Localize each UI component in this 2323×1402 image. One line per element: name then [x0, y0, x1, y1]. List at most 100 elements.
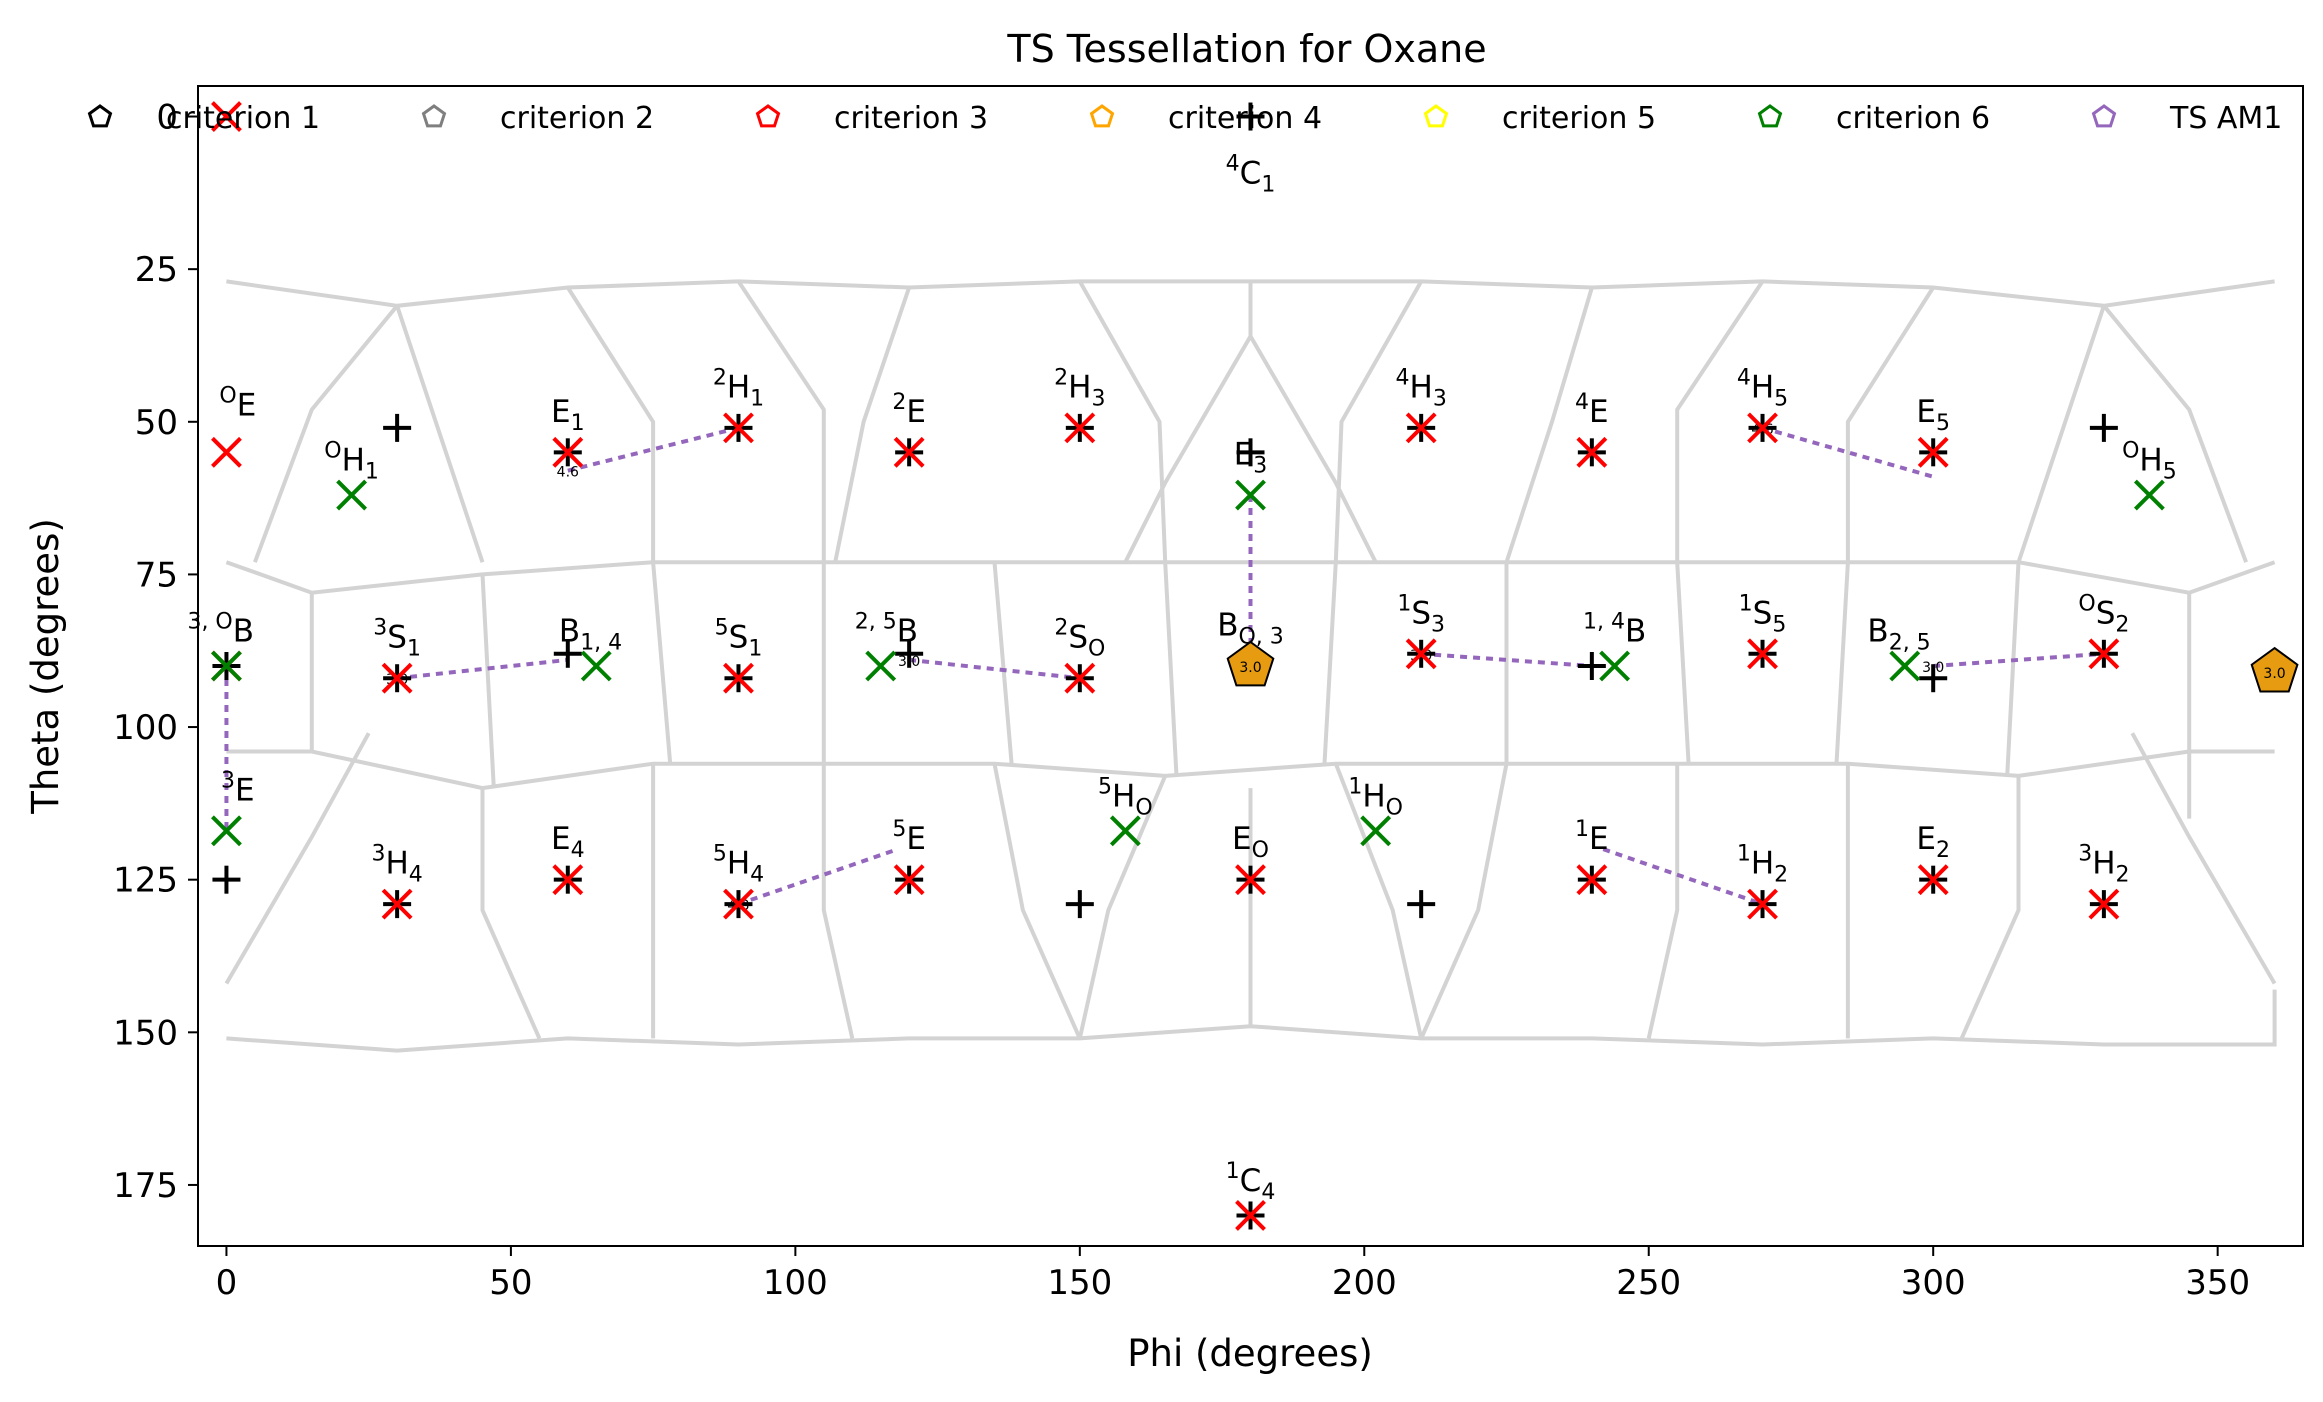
conformer-label-base: H: [1068, 369, 1091, 405]
green-x-marker-b: [211, 815, 242, 847]
conformer-label-sub: 1: [1261, 173, 1275, 198]
conformer-label-base: H: [1362, 778, 1385, 814]
conformer-label-base: B: [897, 614, 918, 650]
red-x-marker-b: [1235, 1200, 1266, 1231]
ts-pentagon-tag: 3.0: [2263, 666, 2285, 682]
red-x-marker-b: [723, 412, 754, 444]
conformer-label: 1H2: [1737, 842, 1788, 888]
tessellation-edge: [253, 304, 399, 563]
green-x-marker: [1599, 650, 1631, 682]
conformer-label-pre: 1: [1397, 591, 1411, 616]
red-x-marker: [1405, 412, 1437, 444]
conformer-label-base: B: [233, 614, 254, 650]
x-tick-label: 200: [1332, 1263, 1397, 1303]
green-x-marker: [1889, 650, 1921, 682]
conformer-label: 4H5: [1737, 365, 1788, 411]
conformer-label-base: E: [237, 388, 257, 424]
y-axis-label: Theta (degrees): [24, 518, 67, 815]
tessellation-edge: [1834, 562, 1850, 764]
green-x-marker-b: [865, 650, 897, 682]
conformer-label-pre: 5: [892, 817, 906, 842]
conformer-label-sub: 2: [1774, 863, 1788, 888]
conformer-label-base: B: [559, 614, 580, 650]
conformer-label-pre: 1: [1739, 591, 1753, 616]
red-x-marker: [1917, 864, 1949, 896]
conformer-label: 5E: [892, 817, 926, 857]
legend-marker: [755, 104, 781, 128]
conformer-label-sub: 1, 4: [580, 631, 622, 656]
green-x-marker-b: [1360, 815, 1392, 847]
conformer-label-pre: 5: [713, 842, 727, 867]
green-x-marker: [580, 650, 612, 682]
conformer-label-sub: 2: [1936, 838, 1950, 863]
y-tick-label: 75: [135, 555, 178, 595]
plus-marker: [1919, 664, 1948, 693]
ts-path-line: [567, 425, 739, 473]
tessellation-edge: [480, 788, 542, 1040]
conformer-label-sub: 2, 5: [1889, 631, 1931, 656]
y-tick-label: 0: [156, 98, 178, 138]
conformer-label-sub: O, 3: [1238, 624, 1283, 649]
ts-path-line: [1761, 425, 1934, 479]
conformer-label: E1: [551, 394, 585, 436]
conformer-label-base: E: [1589, 394, 1609, 430]
conformer-label-pre: 1: [1226, 1159, 1240, 1184]
ts-pentagon-marker: [2250, 646, 2299, 693]
legend-marker: [1423, 104, 1449, 128]
x-tick-label: 0: [216, 1263, 238, 1303]
conformer-label: 3H4: [371, 842, 422, 888]
red-x-marker-b: [723, 662, 754, 694]
conformer-label-pre: 1: [1348, 774, 1362, 799]
conformer-label-base: E: [235, 772, 255, 808]
conformer-label-base: H: [2092, 846, 2115, 882]
green-x-marker: [336, 479, 368, 511]
red-x-marker: [723, 888, 754, 920]
tessellation-edge: [395, 305, 485, 563]
green-x-marker: [211, 815, 242, 847]
conformer-label: 2E: [892, 390, 926, 430]
red-x-marker: [723, 412, 754, 444]
legend-marker: [87, 104, 113, 128]
red-x-marker-b: [1747, 412, 1778, 444]
conformer-label: 2, 5B: [855, 610, 918, 650]
green-x-marker: [865, 650, 897, 682]
tessellation-edge: [821, 763, 855, 1039]
conformer-label-base: H: [1751, 846, 1774, 882]
conformer-label-base: E: [551, 821, 571, 857]
red-x-marker-b: [211, 101, 242, 132]
conformer-label-sub: 1: [407, 637, 421, 662]
tessellation-edge: [2016, 305, 2106, 563]
conformer-label: 2SO: [1054, 616, 1105, 662]
conformer-label-pre: 1: [1575, 817, 1589, 842]
red-x-marker: [1064, 412, 1096, 444]
red-x-marker-b: [2088, 638, 2120, 670]
ts-path-line: [737, 847, 899, 906]
red-x-marker-b: [1576, 864, 1608, 896]
y-tick-label: 125: [113, 861, 178, 901]
conformer-label-pre: 5: [715, 616, 729, 641]
conformer-label-sub: 2: [2116, 863, 2130, 888]
y-tick-label: 100: [113, 708, 178, 748]
conformer-label: OE: [219, 384, 256, 424]
x-axis-ticks: 0 50 100 150 200 250 300 350: [216, 1246, 2250, 1303]
plus-marker: [553, 639, 582, 668]
conformer-label: 1, 4B: [1583, 610, 1646, 650]
ts-path-line: [1421, 651, 1592, 668]
conformer-label-sub: 3: [1091, 386, 1105, 411]
red-x-marker-b: [723, 888, 754, 920]
plus-marker: [1236, 438, 1265, 467]
green-x-marker-b: [1599, 650, 1631, 682]
conformer-label-pre: 2: [892, 390, 906, 415]
x-tick-label: 300: [1901, 1263, 1966, 1303]
conformer-label-base: B: [1625, 614, 1646, 650]
conformer-label-pre: 2: [1054, 616, 1068, 641]
conformer-label-base: H: [1751, 369, 1774, 405]
conformer-label-pre: 4: [1737, 365, 1751, 390]
conformer-label-base: C: [1240, 156, 1262, 192]
tessellation-edge: [1248, 335, 1378, 564]
conformer-label-base: S: [1753, 595, 1773, 631]
tessellation-edge: [224, 732, 371, 985]
conformer-label-pre: 5: [1098, 774, 1112, 799]
green-x-marker: [1360, 815, 1392, 847]
conformer-label-base: B: [1867, 614, 1888, 650]
